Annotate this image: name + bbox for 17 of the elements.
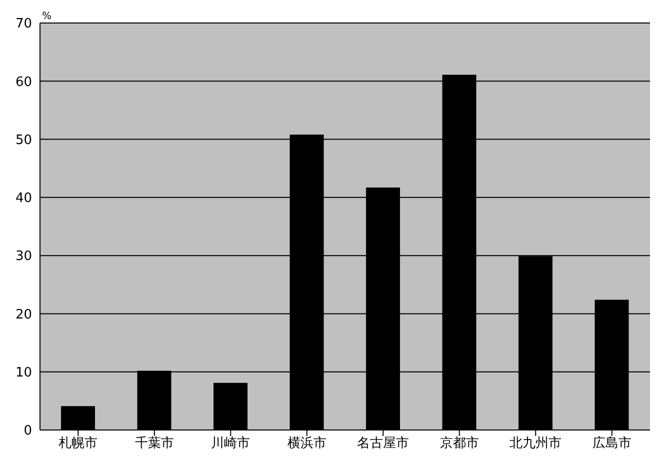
y-tick-label: 70 [15, 16, 32, 32]
y-axis-title: % [42, 11, 52, 22]
x-tick-label: 北九州市 [510, 436, 562, 452]
y-tick-label: 60 [15, 74, 32, 90]
y-tick-label: 40 [15, 191, 32, 206]
x-tick-label: 横浜市 [287, 436, 326, 452]
y-tick-label: 30 [15, 249, 32, 264]
x-tick-label: 広島市 [592, 435, 632, 452]
x-tick-label: 京都市 [440, 436, 479, 452]
y-tick-label: 20 [15, 307, 32, 322]
x-tick-label: 札幌市 [58, 436, 98, 452]
y-tick-label: 50 [15, 132, 32, 148]
y-tick-label: 10 [15, 365, 32, 380]
x-tick-label: 千葉市 [134, 436, 174, 452]
x-tick-label: 名古屋市 [357, 436, 410, 452]
y-tick-label: 0 [24, 424, 32, 439]
x-tick-label: 川崎市 [211, 436, 250, 452]
